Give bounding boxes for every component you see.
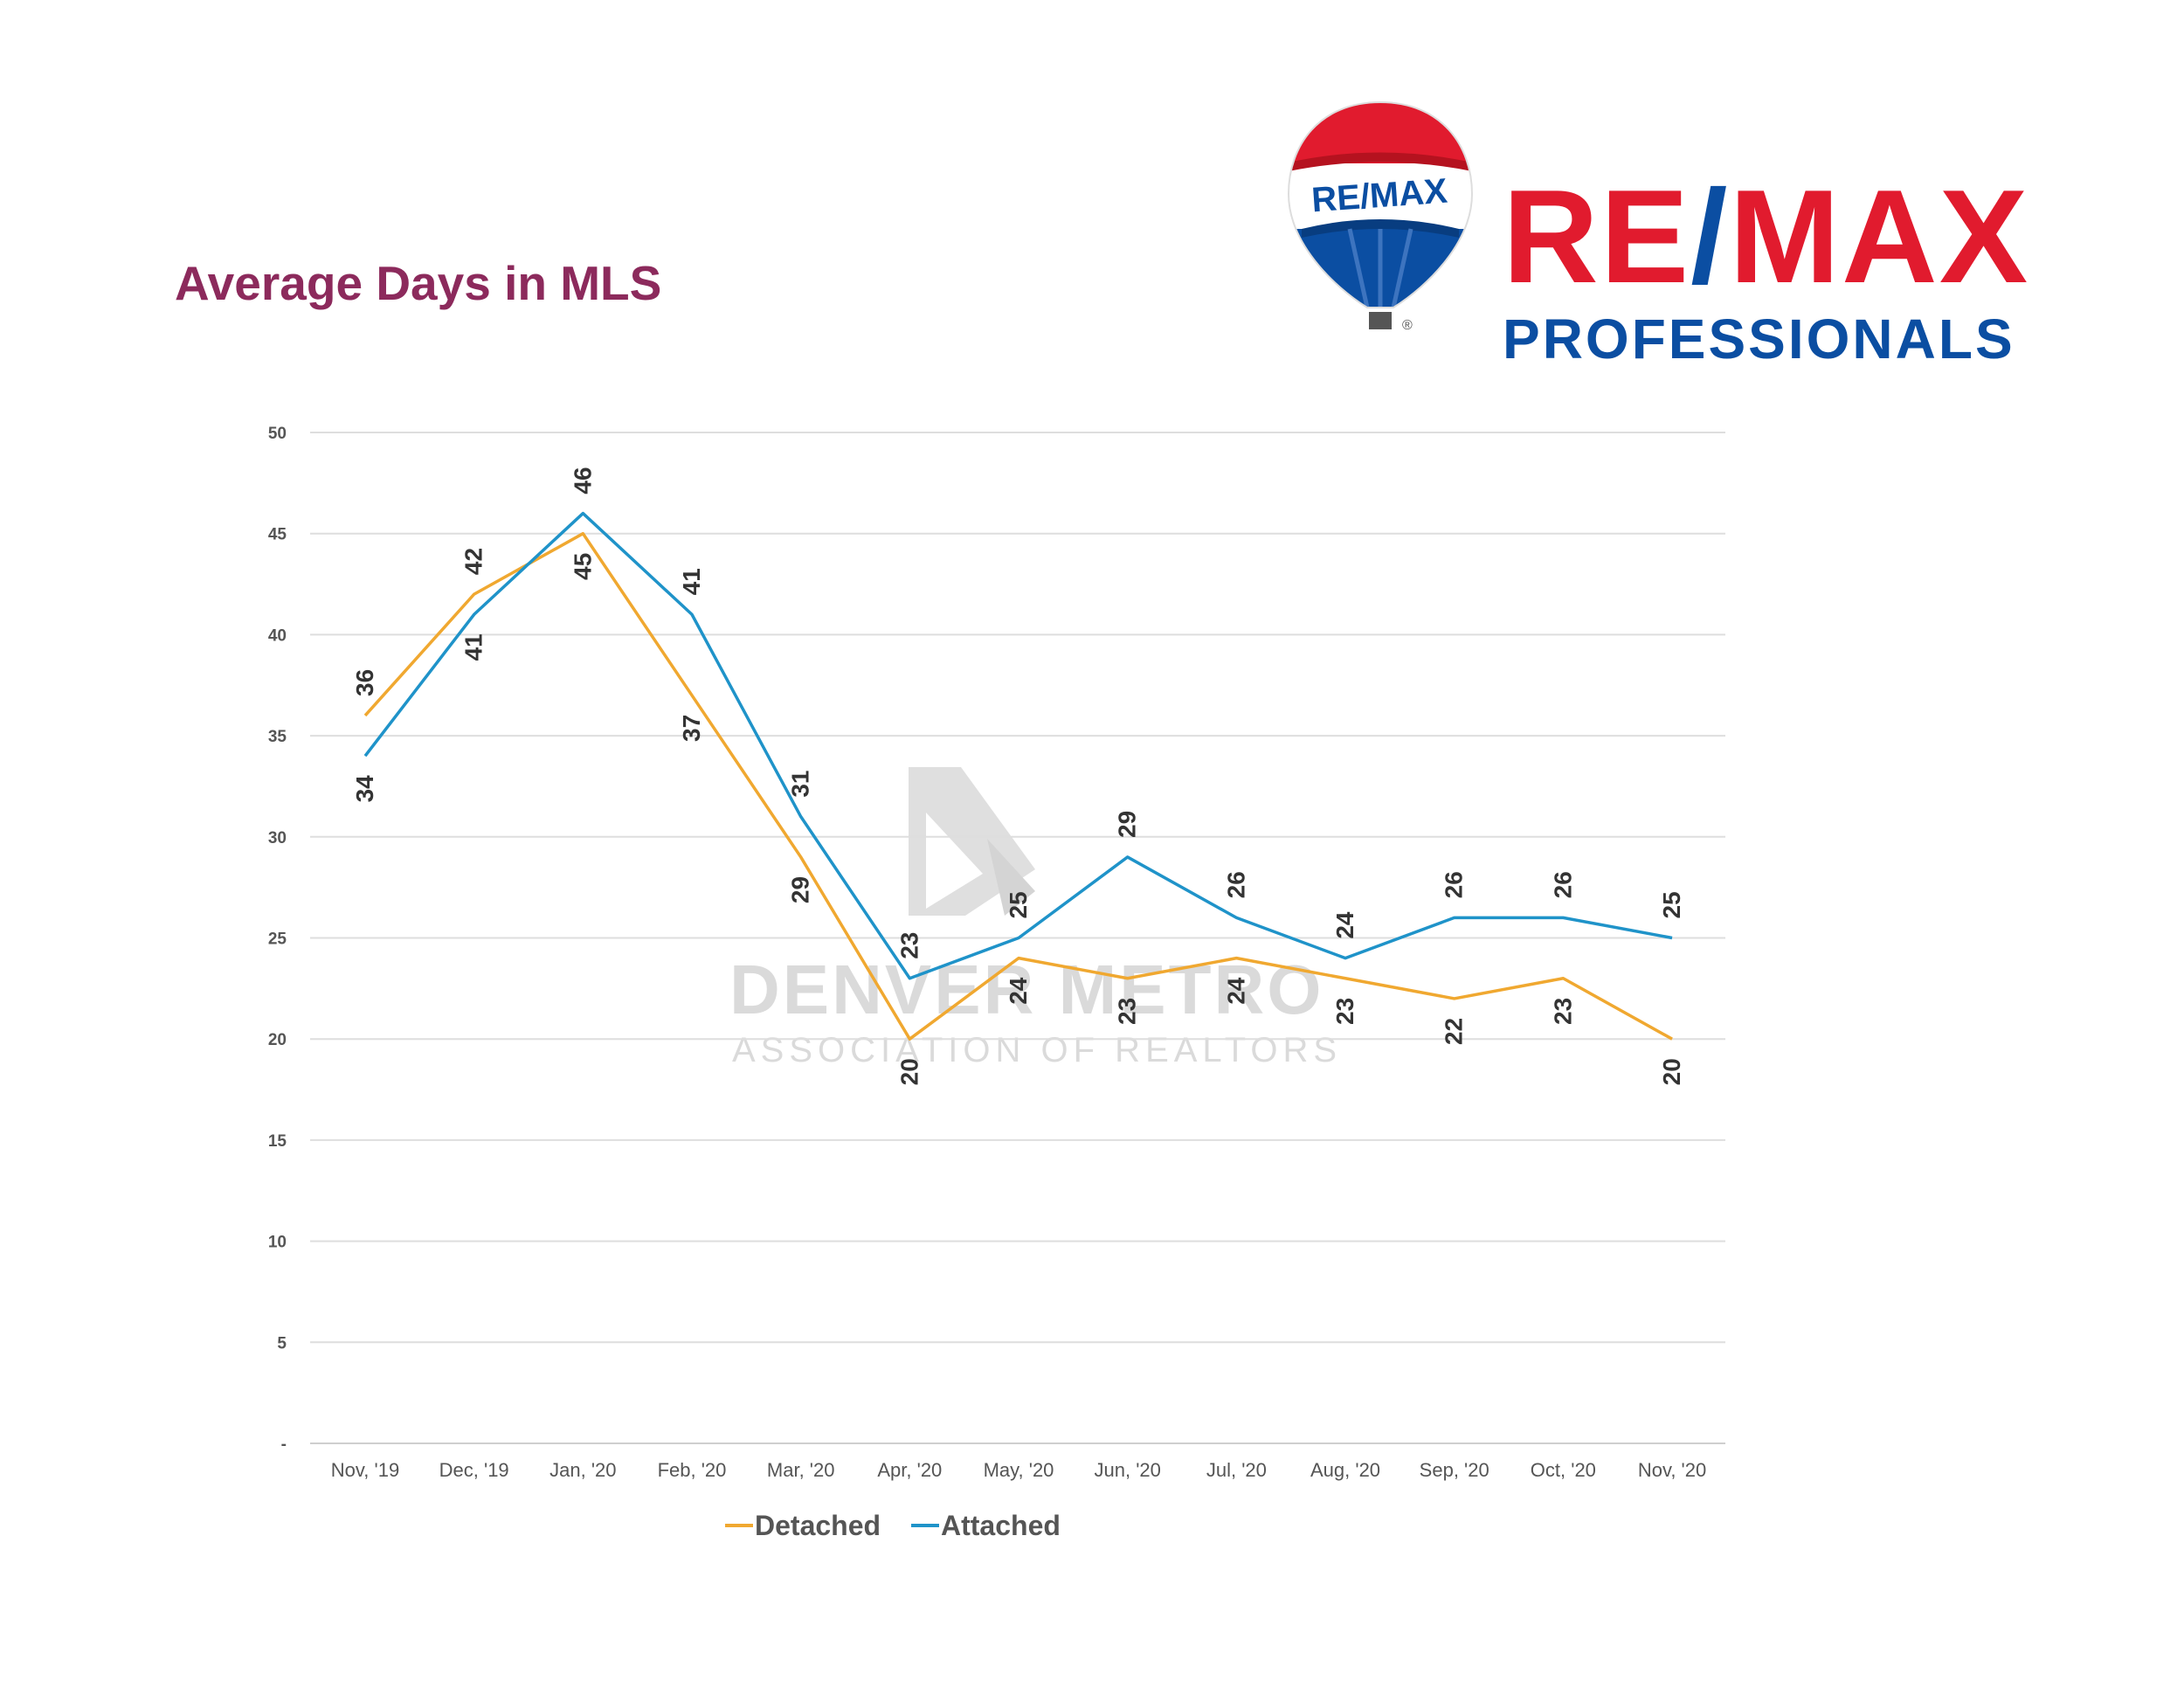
legend-label: Attached [941, 1510, 1061, 1541]
x-tick-label: Jan, '20 [549, 1459, 616, 1481]
data-label-detached: 24 [1005, 977, 1032, 1005]
data-label-detached: 23 [1549, 998, 1576, 1025]
data-labels: 36 42 45 37 29 20 24 23 24 23 22 23 20 34 41 46 41 31 23 25… [351, 467, 1685, 1085]
x-tick-label: May, '20 [984, 1459, 1054, 1481]
data-label-attached: 31 [787, 771, 814, 798]
y-tick-label: 5 [277, 1334, 287, 1352]
data-label-detached: 23 [1114, 998, 1141, 1025]
data-label-detached: 29 [787, 876, 814, 903]
x-tick-label: Apr, '20 [877, 1459, 942, 1481]
y-tick-label: 20 [268, 1031, 287, 1049]
gridlines [310, 432, 1725, 1444]
y-tick-label: 50 [268, 425, 287, 443]
y-tick-label: - [281, 1435, 287, 1454]
x-tick-label: Nov, '20 [1638, 1459, 1706, 1481]
series-lines [363, 511, 1673, 1041]
y-tick-label: 15 [268, 1132, 287, 1151]
x-tick-label: Sep, '20 [1420, 1459, 1489, 1481]
y-tick-label: 30 [268, 829, 287, 847]
x-tick-label: Oct, '20 [1531, 1459, 1596, 1481]
legend-item-detached: Detached [725, 1510, 881, 1541]
y-axis: - 5 10 15 20 25 30 35 40 45 50 [268, 425, 287, 1454]
x-tick-label: Jul, '20 [1206, 1459, 1267, 1481]
legend-item-attached: Attached [911, 1510, 1061, 1541]
brand-name-left: RE [1503, 163, 1691, 311]
svg-text:®: ® [1402, 318, 1413, 333]
data-label-attached: 24 [1331, 911, 1358, 939]
data-label-attached: 25 [1005, 891, 1032, 918]
data-label-detached: 36 [351, 669, 378, 696]
watermark-line2: ASSOCIATION OF REALTORS [732, 1031, 1342, 1069]
x-tick-label: Feb, '20 [658, 1459, 727, 1481]
brand-name-right: MAX [1729, 163, 2030, 311]
data-label-detached: 24 [1222, 977, 1249, 1005]
brand-name-slash: / [1690, 163, 1730, 311]
legend: Detached Attached [725, 1510, 1061, 1541]
data-label-attached: 41 [678, 568, 705, 595]
data-label-detached: 45 [569, 553, 596, 580]
series-line-detached [363, 531, 1673, 1041]
data-label-detached: 23 [1331, 998, 1358, 1025]
data-label-detached: 20 [895, 1058, 923, 1085]
y-tick-label: 40 [268, 626, 287, 645]
data-label-detached: 42 [460, 548, 487, 575]
data-label-attached: 26 [1441, 871, 1468, 898]
y-tick-label: 25 [268, 930, 287, 949]
data-label-attached: 41 [460, 633, 487, 661]
watermark-line1: DENVER METRO [729, 951, 1324, 1028]
data-label-attached: 23 [895, 932, 923, 959]
y-tick-label: 45 [268, 526, 287, 544]
page-title: Average Days in MLS [175, 256, 662, 310]
data-label-attached: 25 [1658, 891, 1685, 918]
legend-label: Detached [755, 1510, 881, 1541]
balloon-text: RE/MAX [1310, 172, 1449, 220]
y-tick-label: 35 [268, 728, 287, 746]
brand-wordmark: RE/MAX PROFESSIONALS [1503, 170, 2029, 371]
brand-subtitle: PROFESSIONALS [1503, 308, 2015, 370]
y-tick-label: 10 [268, 1234, 287, 1252]
x-tick-label: Jun, '20 [1095, 1459, 1161, 1481]
remax-logo: RE/MAX ® [1287, 100, 1474, 333]
x-tick-label: Aug, '20 [1310, 1459, 1380, 1481]
x-tick-label: Mar, '20 [767, 1459, 835, 1481]
data-label-attached: 34 [351, 775, 378, 803]
watermark: DENVER METRO ASSOCIATION OF REALTORS [729, 767, 1342, 1069]
x-tick-label: Dec, '19 [439, 1459, 509, 1481]
data-label-attached: 46 [569, 467, 596, 494]
data-label-detached: 37 [678, 715, 705, 742]
data-label-detached: 20 [1658, 1058, 1685, 1085]
data-label-attached: 29 [1114, 811, 1141, 838]
x-tick-label: Nov, '19 [331, 1459, 399, 1481]
data-label-attached: 26 [1222, 871, 1249, 898]
data-label-attached: 26 [1549, 871, 1576, 898]
data-label-detached: 22 [1441, 1018, 1468, 1045]
brand-name: RE/MAX [1503, 170, 2029, 303]
x-axis: Nov, '19 Dec, '19 Jan, '20 Feb, '20 Mar, '20… [331, 1459, 1706, 1481]
series-line-attached [363, 511, 1673, 980]
balloon-icon: RE/MAX ® [1287, 100, 1474, 333]
